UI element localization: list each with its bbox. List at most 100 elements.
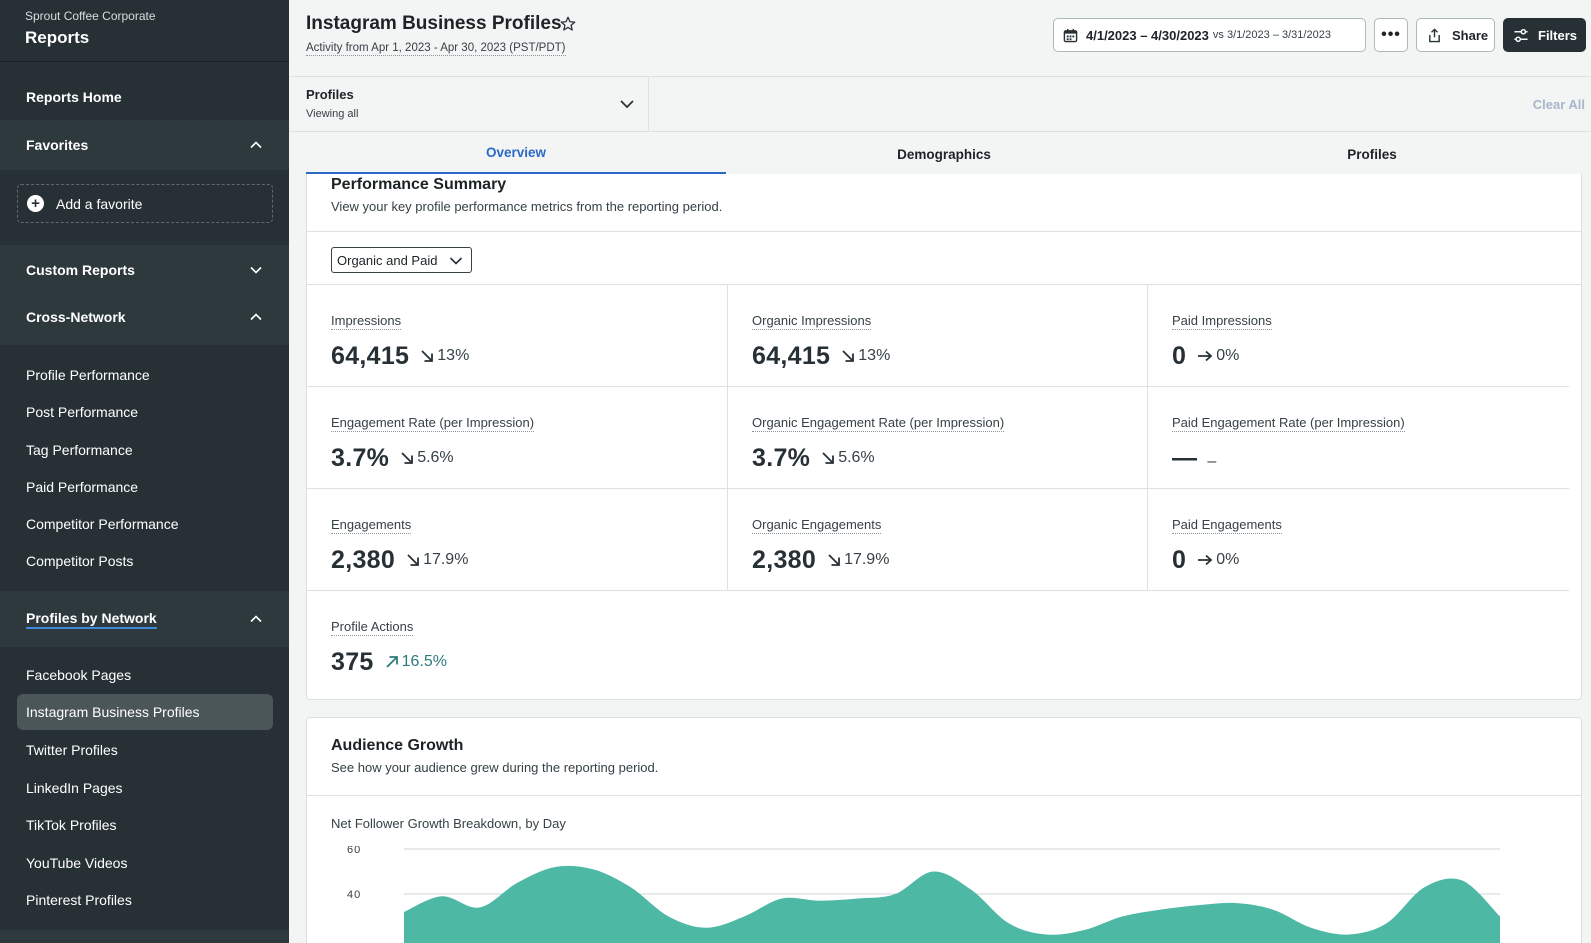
metric-tile: Engagements 2,380 17.9% xyxy=(307,489,728,591)
sidebar-item-tag-performance[interactable]: Tag Performance xyxy=(26,442,133,458)
calendar-icon xyxy=(1063,28,1078,42)
metric-change: 16.5% xyxy=(384,653,447,671)
page-title: Instagram Business Profiles xyxy=(306,13,562,34)
arrow-right-icon xyxy=(1196,552,1216,568)
metric-label[interactable]: Organic Engagements xyxy=(752,517,882,534)
add-favorite-button[interactable]: + Add a favorite xyxy=(17,184,273,223)
metric-value-row: 0 0% xyxy=(1172,342,1569,371)
metric-change: 5.6% xyxy=(399,449,454,467)
metric-value-row: 2,380 17.9% xyxy=(752,546,1147,575)
metric-change-value: 0% xyxy=(1216,347,1240,364)
metric-label[interactable]: Organic Engagement Rate (per Impression) xyxy=(752,415,1005,432)
metric-value: 375 xyxy=(331,648,374,676)
chevron-up-icon xyxy=(250,313,262,321)
metric-tile: Paid Engagement Rate (per Impression) — – xyxy=(1148,387,1569,489)
metric-label[interactable]: Paid Engagement Rate (per Impression) xyxy=(1172,415,1405,432)
filter-bar: Profiles Viewing all Clear All xyxy=(289,76,1591,132)
metric-value-row: 3.7% 5.6% xyxy=(331,444,727,473)
metric-value: 0 xyxy=(1172,546,1187,574)
metric-change: 17.9% xyxy=(405,551,468,569)
metric-tile: Profile Actions 375 16.5% xyxy=(307,591,728,693)
sidebar-header: Sprout Coffee Corporate Reports xyxy=(0,0,289,62)
filters-button[interactable]: Filters xyxy=(1503,18,1586,52)
metric-label[interactable]: Paid Engagements xyxy=(1172,517,1282,534)
sliders-icon xyxy=(1514,28,1528,42)
activity-range[interactable]: Activity from Apr 1, 2023 - Apr 30, 2023… xyxy=(306,42,566,56)
divider xyxy=(307,795,1581,796)
cross-network-toggle[interactable]: Cross-Network xyxy=(0,292,289,342)
tab-demographics[interactable]: Demographics xyxy=(897,146,991,162)
metric-change-value: 5.6% xyxy=(417,449,454,466)
date-range-button[interactable]: 4/1/2023 – 4/30/2023 vs 3/1/2023 – 3/31/… xyxy=(1053,18,1366,52)
sidebar-item-tiktok-profiles[interactable]: TikTok Profiles xyxy=(26,817,117,833)
profiles-by-network-toggle[interactable]: Profiles by Network xyxy=(0,591,289,647)
organic-paid-select[interactable]: Organic and Paid xyxy=(331,247,472,273)
sidebar-item-post-performance[interactable]: Post Performance xyxy=(26,404,139,420)
metric-tile: Engagement Rate (per Impression) 3.7% 5.6% xyxy=(307,387,728,489)
chevron-down-icon xyxy=(250,266,262,274)
metric-tile: Paid Impressions 0 0% xyxy=(1148,285,1569,387)
metric-change-value: 17.9% xyxy=(844,551,890,568)
metric-label[interactable]: Organic Impressions xyxy=(752,313,872,330)
org-name: Sprout Coffee Corporate xyxy=(25,9,156,23)
favorites-header-bg xyxy=(0,120,289,170)
tab-bar: Overview Demographics Profiles xyxy=(306,133,1591,175)
net-follower-growth-area xyxy=(404,865,1500,943)
metric-value: 2,380 xyxy=(752,546,817,574)
sidebar-item-reports-home[interactable]: Reports Home xyxy=(26,89,122,105)
more-options-button[interactable]: ••• xyxy=(1374,18,1408,52)
metric-label[interactable]: Paid Impressions xyxy=(1172,313,1272,330)
metric-value: 0 xyxy=(1172,342,1187,370)
sidebar-item-facebook-pages[interactable]: Facebook Pages xyxy=(26,667,132,683)
arrow-down-right-icon xyxy=(826,552,844,568)
star-icon[interactable] xyxy=(559,15,577,33)
profiles-by-network-bg xyxy=(0,591,289,647)
metric-change: 0% xyxy=(1196,551,1239,569)
metric-value-row: 375 16.5% xyxy=(331,648,728,677)
performance-summary-description: View your key profile performance metric… xyxy=(331,199,723,214)
metric-value-row: — – xyxy=(1172,444,1569,473)
metric-tile: Impressions 64,415 13% xyxy=(307,285,728,387)
sidebar-item-linkedin-pages[interactable]: LinkedIn Pages xyxy=(26,780,123,796)
arrow-down-right-icon xyxy=(840,348,858,364)
sidebar-item-pinterest-profiles[interactable]: Pinterest Profiles xyxy=(26,892,132,908)
metric-value: 2,380 xyxy=(331,546,396,574)
custom-reports-bg xyxy=(0,245,289,345)
organic-paid-select-value: Organic and Paid xyxy=(337,252,438,268)
sidebar-item-competitor-performance[interactable]: Competitor Performance xyxy=(26,516,179,532)
metric-tile: Organic Engagements 2,380 17.9% xyxy=(728,489,1148,591)
sidebar-bottom-section xyxy=(0,930,289,943)
sidebar-item-instagram-business-profiles[interactable]: Instagram Business Profiles xyxy=(17,694,273,730)
filters-label: Filters xyxy=(1538,27,1578,43)
metric-value: 64,415 xyxy=(752,342,831,370)
share-button[interactable]: Share xyxy=(1416,18,1495,52)
y-tick-label: 40 xyxy=(347,889,361,901)
profiles-filter-dropdown[interactable]: Profiles Viewing all xyxy=(289,77,649,132)
metric-tile: Organic Impressions 64,415 13% xyxy=(728,285,1148,387)
sidebar-item-paid-performance[interactable]: Paid Performance xyxy=(26,479,139,495)
favorites-toggle[interactable]: Favorites xyxy=(0,120,289,170)
profiles-filter-value: Viewing all xyxy=(306,108,359,120)
custom-reports-toggle[interactable]: Custom Reports xyxy=(0,245,289,295)
metric-tile: Organic Engagement Rate (per Impression)… xyxy=(728,387,1148,489)
sidebar-item-youtube-videos[interactable]: YouTube Videos xyxy=(26,855,128,871)
metric-label[interactable]: Engagements xyxy=(331,517,412,534)
metric-value-row: 3.7% 5.6% xyxy=(752,444,1147,473)
metric-value-row: 0 0% xyxy=(1172,546,1569,575)
cross-network-label: Cross-Network xyxy=(26,309,126,325)
sidebar-item-twitter-profiles[interactable]: Twitter Profiles xyxy=(26,742,118,758)
metric-label[interactable]: Engagement Rate (per Impression) xyxy=(331,415,535,432)
metric-tile: Paid Engagements 0 0% xyxy=(1148,489,1569,591)
chart-title: Net Follower Growth Breakdown, by Day xyxy=(331,816,566,831)
metric-label[interactable]: Profile Actions xyxy=(331,619,414,636)
clear-all-button[interactable]: Clear All xyxy=(1532,97,1585,112)
sidebar-item-profile-performance[interactable]: Profile Performance xyxy=(26,367,150,383)
tab-overview[interactable]: Overview xyxy=(306,133,726,175)
metric-change-value: 17.9% xyxy=(423,551,469,568)
audience-growth-card: Audience Growth See how your audience gr… xyxy=(306,717,1582,943)
tab-profiles[interactable]: Profiles xyxy=(1347,146,1397,162)
sidebar-item-competitor-posts[interactable]: Competitor Posts xyxy=(26,553,134,569)
metric-label[interactable]: Impressions xyxy=(331,313,402,330)
metric-change: 5.6% xyxy=(820,449,875,467)
arrow-right-icon xyxy=(1196,348,1216,364)
